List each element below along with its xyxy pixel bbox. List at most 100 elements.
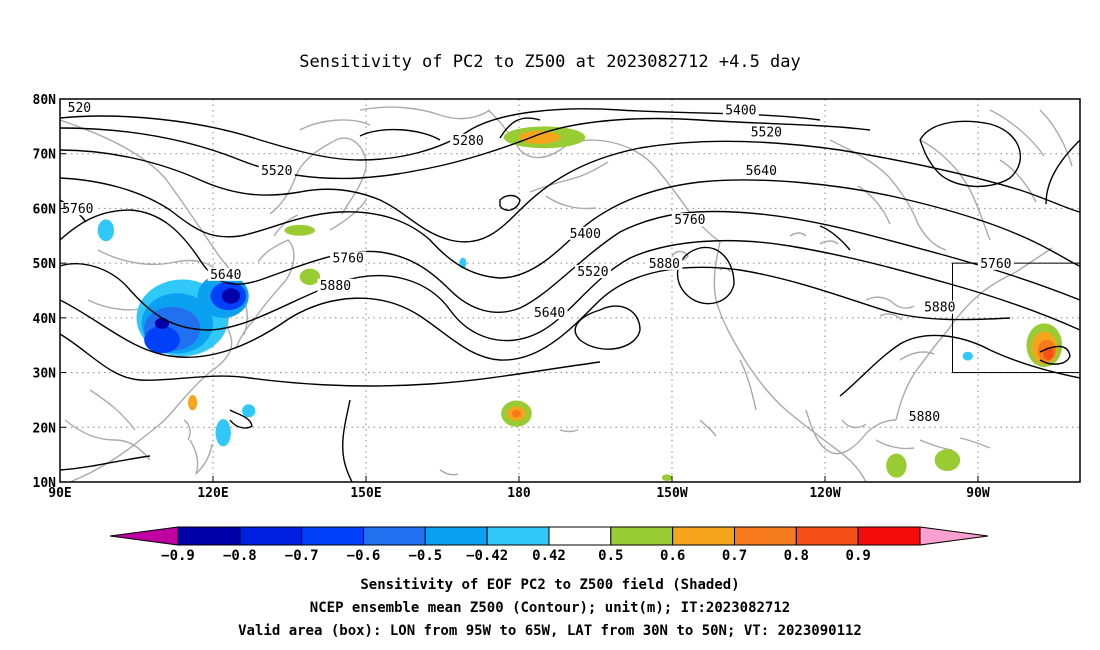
contour-label-bg: [317, 278, 354, 292]
sensitivity-blob: [154, 317, 170, 329]
contour-label: 5880: [649, 257, 680, 272]
captions: Sensitivity of EOF PC2 to Z500 field (Sh…: [238, 577, 862, 639]
sensitivity-blob: [886, 453, 907, 478]
contour-label: 5640: [534, 306, 565, 321]
sensitivity-blob: [188, 395, 198, 411]
contour-label-bg: [748, 125, 785, 139]
colorbar-swatch: [734, 526, 797, 546]
sensitivity-blob: [299, 268, 321, 286]
y-tick-label: 70N: [33, 148, 57, 163]
contour-label-bg: [65, 100, 94, 114]
contour-label-bg: [258, 163, 295, 177]
sensitivity-blob: [511, 409, 522, 418]
caption-line-3: Valid area (box): LON from 95W to 65W, L…: [238, 623, 862, 639]
colorbar-label: 0.42: [532, 548, 566, 564]
y-tick-label: 30N: [33, 367, 57, 382]
colorbar-label: −0.7: [285, 548, 319, 564]
colorbar-swatch: [363, 526, 426, 546]
sensitivity-blob: [144, 326, 180, 354]
caption-line-1: Sensitivity of EOF PC2 to Z500 field (Sh…: [360, 577, 739, 593]
sensitivity-blob: [962, 351, 973, 361]
y-tick-label: 80N: [33, 93, 57, 108]
contour-label-bg: [531, 306, 568, 320]
colorbar-label: 0.6: [660, 548, 685, 564]
colorbar-label: −0.8: [223, 548, 257, 564]
contour-label-bg: [977, 256, 1014, 270]
y-tick-label: 50N: [33, 257, 57, 272]
sensitivity-blob: [519, 130, 560, 144]
sensitivity-blob: [221, 288, 241, 304]
colorbar-swatch: [610, 526, 674, 546]
map-panel: 520 5760 5520 5640 5760 5880 5280 5400 5520 5640 5…: [33, 93, 1100, 501]
sensitivity-blob: [934, 449, 961, 472]
contour-label-bg: [906, 410, 943, 424]
colorbar-high-extend: [919, 526, 989, 546]
contour-label: 5520: [261, 164, 292, 179]
colorbar-low-extend: [109, 526, 179, 546]
axis-ticks: 90E120E150E180150W120W90W60W80N70N60N50N…: [33, 93, 990, 501]
sensitivity-blob: [97, 219, 115, 242]
x-tick-label: 90E: [48, 486, 71, 501]
colorbar-swatch: [239, 526, 303, 546]
colorbar-label: 0.9: [846, 548, 871, 564]
contour-label: 5760: [332, 251, 363, 266]
contour-label: 5520: [577, 265, 608, 280]
y-tick-label: 60N: [33, 202, 57, 217]
y-tick-label: 40N: [33, 312, 57, 327]
colorbar: −0.9 −0.8 −0.7 −0.6 −0.5 −0.42 0.42 0.5 0.6 0.7 0.…: [109, 526, 989, 564]
contour-label-bg: [330, 251, 367, 265]
colorbar-swatch: [177, 526, 241, 546]
contour-label-bg: [574, 265, 611, 279]
colorbar-swatch: [548, 526, 612, 546]
sensitivity-blob: [1043, 346, 1054, 360]
x-tick-label: 150W: [656, 486, 687, 501]
colorbar-swatch: [424, 526, 488, 546]
contour-label: 520: [68, 101, 91, 116]
contour-label: 5880: [924, 301, 955, 316]
x-tick-label: 180: [507, 486, 531, 501]
valid-area-box: [952, 262, 1080, 374]
contour-label: 5400: [725, 104, 756, 119]
colorbar-label: 0.8: [784, 548, 809, 564]
contour-label: 5640: [746, 164, 777, 179]
figure-title: Sensitivity of PC2 to Z500 at 2023082712…: [299, 52, 801, 72]
contour-label: 5760: [62, 202, 93, 217]
colorbar-label: 0.7: [722, 548, 747, 564]
contour-label-bg: [722, 103, 759, 117]
y-tick-label: 10N: [33, 476, 57, 491]
sensitivity-blob: [1095, 294, 1100, 330]
sensitivity-blob: [661, 474, 673, 481]
caption-line-2: NCEP ensemble mean Z500 (Contour); unit(…: [310, 600, 790, 616]
contour-label: 5520: [751, 126, 782, 141]
x-tick-label: 90W: [966, 486, 990, 501]
colorbar-label: −0.9: [161, 548, 195, 564]
y-tick-label: 20N: [33, 421, 57, 436]
sensitivity-blob: [284, 224, 316, 236]
contour-label: 5400: [570, 227, 601, 242]
contour-label: 5640: [210, 268, 241, 283]
contour-label-bg: [743, 163, 780, 177]
sensitivity-blob: [242, 404, 256, 418]
sensitivity-shading: [97, 126, 1100, 481]
contour-labels: 520 5760 5520 5640 5760 5880 5280 5400 5520 5640 5…: [60, 100, 1014, 425]
contour-label-bg: [567, 226, 604, 240]
contour-label-bg: [60, 202, 96, 216]
sensitivity-blob: [1093, 288, 1100, 337]
contour-label-bg: [450, 133, 486, 147]
contour-label-bg: [921, 300, 958, 314]
contour-label-bg: [646, 256, 683, 270]
colorbar-label: −0.6: [347, 548, 381, 564]
x-tick-label: 120E: [197, 486, 228, 501]
x-tick-label: 120W: [809, 486, 840, 501]
colorbar-swatch: [857, 526, 921, 546]
contour-label: 5880: [320, 279, 351, 294]
contour-label: 5760: [980, 257, 1011, 272]
sensitivity-blob: [215, 419, 231, 447]
map-frame: [59, 98, 1081, 483]
colorbar-swatch: [672, 526, 736, 546]
colorbar-label: −0.5: [408, 548, 442, 564]
contour-label-bg: [671, 213, 708, 227]
colorbar-swatch: [301, 526, 364, 546]
x-tick-label: 150E: [350, 486, 381, 501]
